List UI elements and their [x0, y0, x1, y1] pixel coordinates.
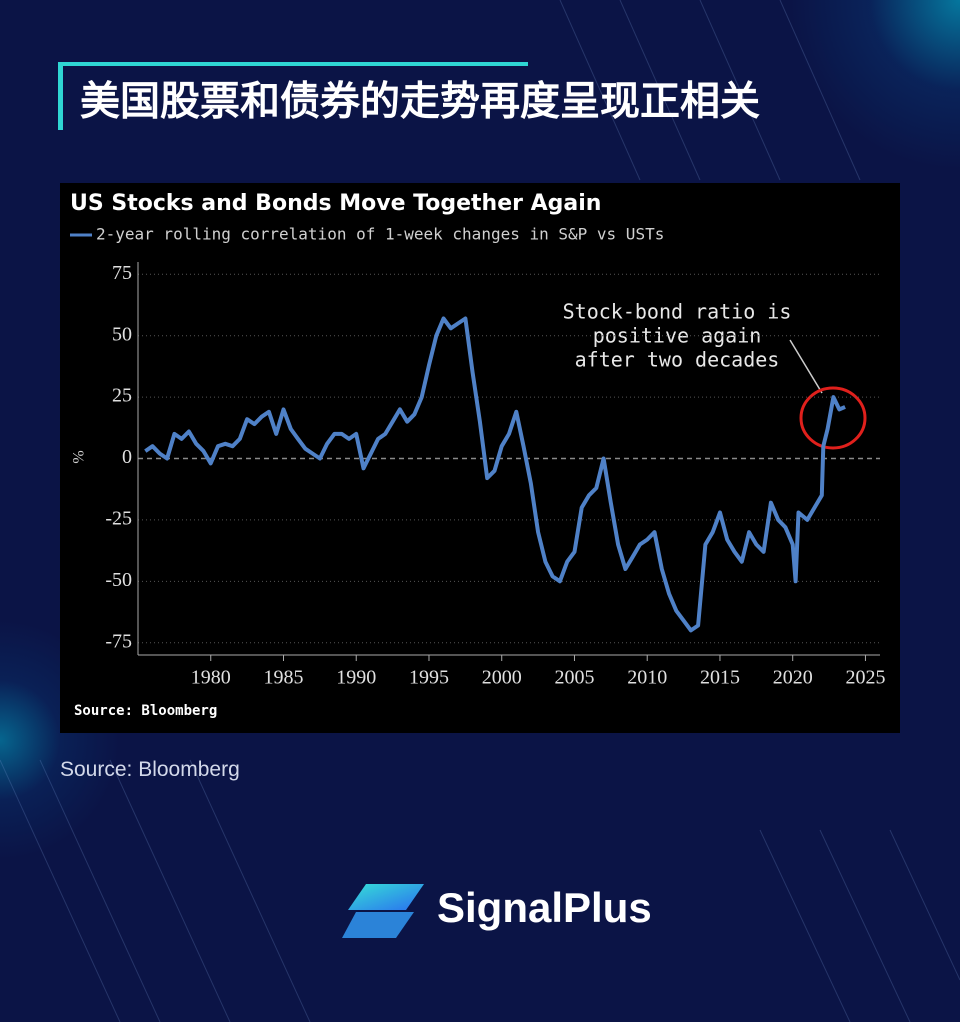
x-tick-label: 2025 [845, 667, 885, 689]
legend-label: 2-year rolling correlation of 1-week cha… [96, 225, 664, 244]
brand-logo [342, 884, 424, 938]
annotation-pointer [789, 339, 823, 394]
x-tick-label: 2000 [482, 667, 522, 689]
x-tick-label: 1985 [263, 667, 303, 689]
x-tick-label: 2010 [627, 667, 667, 689]
footer-source: Source: Bloomberg [60, 758, 240, 781]
y-tick-label: -50 [105, 569, 132, 591]
annotation: Stock-bond ratio is [563, 300, 792, 324]
x-tick-label: 1990 [336, 667, 376, 689]
x-tick-label: 2015 [700, 667, 740, 689]
data-line [144, 316, 846, 633]
y-tick-label: 25 [112, 385, 132, 407]
y-axis-label: % [71, 450, 88, 463]
x-tick-label: 1980 [191, 667, 231, 689]
y-tick-label: 0 [122, 446, 132, 468]
chart-title: US Stocks and Bonds Move Together Again [70, 191, 601, 216]
y-tick-label: 75 [112, 262, 132, 284]
y-tick-label: 50 [112, 323, 132, 345]
brand-name: SignalPlus [437, 884, 652, 931]
y-tick-label: -75 [105, 630, 132, 652]
chart: US Stocks and Bonds Move Together Again … [60, 183, 900, 733]
highlight-circle [799, 386, 867, 450]
y-tick-label: -25 [105, 508, 132, 530]
annotation: after two decades [575, 348, 780, 372]
x-tick-label: 1995 [409, 667, 449, 689]
x-tick-label: 2005 [554, 667, 594, 689]
chart-source: Source: Bloomberg [74, 703, 217, 719]
page-title: 美国股票和债券的走势再度呈现正相关 [80, 80, 760, 124]
x-tick-label: 2020 [773, 667, 813, 689]
annotation: positive again [593, 324, 762, 348]
